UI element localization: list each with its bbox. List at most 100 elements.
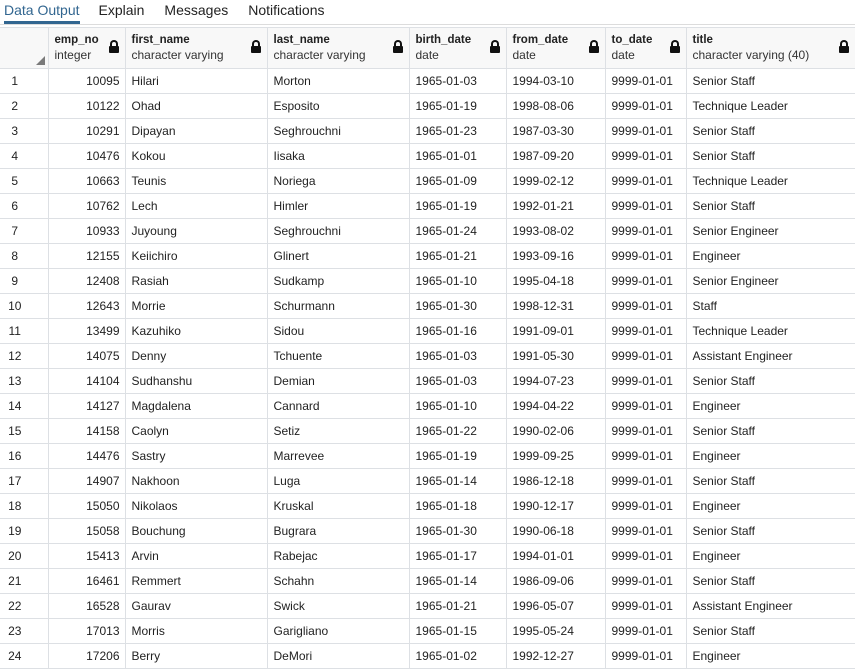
from-date-cell[interactable]: 1987-09-20 bbox=[506, 143, 606, 169]
from-date-cell[interactable]: 1990-02-06 bbox=[506, 418, 606, 444]
to-date-cell[interactable]: 9999-01-01 bbox=[605, 418, 687, 444]
last-name-cell[interactable]: Tchuente bbox=[267, 343, 410, 369]
table-row[interactable]: 16 14476 Sastry Marrevee 1965-01-19 1999-09-2… bbox=[0, 443, 855, 469]
birth-date-cell[interactable]: 1965-01-21 bbox=[409, 593, 507, 619]
row-number[interactable]: 21 bbox=[0, 568, 49, 594]
emp-no-cell[interactable]: 13499 bbox=[48, 318, 126, 344]
birth-date-cell[interactable]: 1965-01-21 bbox=[409, 243, 507, 269]
to-date-cell[interactable]: 9999-01-01 bbox=[605, 443, 687, 469]
title-cell[interactable]: Senior Staff bbox=[686, 68, 855, 94]
to-date-cell[interactable]: 9999-01-01 bbox=[605, 268, 687, 294]
emp-no-cell[interactable]: 10933 bbox=[48, 218, 126, 244]
birth-date-cell[interactable]: 1965-01-03 bbox=[409, 343, 507, 369]
from-date-cell[interactable]: 1986-09-06 bbox=[506, 568, 606, 594]
birth-date-cell[interactable]: 1965-01-19 bbox=[409, 193, 507, 219]
title-cell[interactable]: Technique Leader bbox=[686, 318, 855, 344]
birth-date-cell[interactable]: 1965-01-03 bbox=[409, 68, 507, 94]
table-row[interactable]: 12 14075 Denny Tchuente 1965-01-03 1991-05-30… bbox=[0, 343, 855, 369]
birth-date-cell[interactable]: 1965-01-14 bbox=[409, 468, 507, 494]
first-name-cell[interactable]: Keiichiro bbox=[125, 243, 268, 269]
table-row[interactable]: 13 14104 Sudhanshu Demian 1965-01-03 1994-07-… bbox=[0, 368, 855, 394]
title-cell[interactable]: Staff bbox=[686, 293, 855, 319]
birth-date-cell[interactable]: 1965-01-18 bbox=[409, 493, 507, 519]
to-date-cell[interactable]: 9999-01-01 bbox=[605, 368, 687, 394]
title-cell[interactable]: Senior Staff bbox=[686, 418, 855, 444]
birth-date-cell[interactable]: 1965-01-01 bbox=[409, 143, 507, 169]
from-date-cell[interactable]: 1994-01-01 bbox=[506, 543, 606, 569]
row-number[interactable]: 18 bbox=[0, 493, 49, 519]
emp-no-cell[interactable]: 14104 bbox=[48, 368, 126, 394]
emp-no-cell[interactable]: 10663 bbox=[48, 168, 126, 194]
to-date-cell[interactable]: 9999-01-01 bbox=[605, 643, 687, 669]
table-row[interactable]: 22 16528 Gaurav Swick 1965-01-21 1996-05-07 99… bbox=[0, 593, 855, 619]
from-date-cell[interactable]: 1990-12-17 bbox=[506, 493, 606, 519]
from-date-cell[interactable]: 1999-02-12 bbox=[506, 168, 606, 194]
column-header-last-name[interactable]: last_name character varying bbox=[267, 27, 410, 69]
emp-no-cell[interactable]: 10095 bbox=[48, 68, 126, 94]
last-name-cell[interactable]: Noriega bbox=[267, 168, 410, 194]
birth-date-cell[interactable]: 1965-01-23 bbox=[409, 118, 507, 144]
first-name-cell[interactable]: Caolyn bbox=[125, 418, 268, 444]
last-name-cell[interactable]: Cannard bbox=[267, 393, 410, 419]
birth-date-cell[interactable]: 1965-01-02 bbox=[409, 643, 507, 669]
table-row[interactable]: 4 10476 Kokou Iisaka 1965-01-01 1987-09-20 999… bbox=[0, 143, 855, 169]
emp-no-cell[interactable]: 16461 bbox=[48, 568, 126, 594]
to-date-cell[interactable]: 9999-01-01 bbox=[605, 218, 687, 244]
last-name-cell[interactable]: Garigliano bbox=[267, 618, 410, 644]
from-date-cell[interactable]: 1998-12-31 bbox=[506, 293, 606, 319]
title-cell[interactable]: Senior Staff bbox=[686, 518, 855, 544]
column-header-birth-date[interactable]: birth_date date bbox=[409, 27, 507, 69]
to-date-cell[interactable]: 9999-01-01 bbox=[605, 243, 687, 269]
table-row[interactable]: 9 12408 Rasiah Sudkamp 1965-01-10 1995-04-18 9… bbox=[0, 268, 855, 294]
birth-date-cell[interactable]: 1965-01-10 bbox=[409, 393, 507, 419]
table-row[interactable]: 2 10122 Ohad Esposito 1965-01-19 1998-08-06 99… bbox=[0, 93, 855, 119]
row-number[interactable]: 14 bbox=[0, 393, 49, 419]
tab-notifications[interactable]: Notifications bbox=[248, 2, 325, 18]
title-cell[interactable]: Senior Engineer bbox=[686, 218, 855, 244]
row-number[interactable]: 20 bbox=[0, 543, 49, 569]
title-cell[interactable]: Engineer bbox=[686, 643, 855, 669]
title-cell[interactable]: Engineer bbox=[686, 443, 855, 469]
table-row[interactable]: 24 17206 Berry DeMori 1965-01-02 1992-12-27 99… bbox=[0, 643, 855, 669]
title-cell[interactable]: Senior Staff bbox=[686, 468, 855, 494]
title-cell[interactable]: Senior Engineer bbox=[686, 268, 855, 294]
title-cell[interactable]: Assistant Engineer bbox=[686, 593, 855, 619]
first-name-cell[interactable]: Kokou bbox=[125, 143, 268, 169]
from-date-cell[interactable]: 1990-06-18 bbox=[506, 518, 606, 544]
row-number[interactable]: 17 bbox=[0, 468, 49, 494]
first-name-cell[interactable]: Morris bbox=[125, 618, 268, 644]
to-date-cell[interactable]: 9999-01-01 bbox=[605, 468, 687, 494]
emp-no-cell[interactable]: 14158 bbox=[48, 418, 126, 444]
birth-date-cell[interactable]: 1965-01-30 bbox=[409, 518, 507, 544]
table-row[interactable]: 10 12643 Morrie Schurmann 1965-01-30 1998-12-… bbox=[0, 293, 855, 319]
title-cell[interactable]: Technique Leader bbox=[686, 93, 855, 119]
last-name-cell[interactable]: Seghrouchni bbox=[267, 118, 410, 144]
last-name-cell[interactable]: Sudkamp bbox=[267, 268, 410, 294]
title-cell[interactable]: Engineer bbox=[686, 543, 855, 569]
birth-date-cell[interactable]: 1965-01-16 bbox=[409, 318, 507, 344]
emp-no-cell[interactable]: 15413 bbox=[48, 543, 126, 569]
row-number[interactable]: 1 bbox=[0, 68, 49, 94]
last-name-cell[interactable]: Demian bbox=[267, 368, 410, 394]
first-name-cell[interactable]: Nakhoon bbox=[125, 468, 268, 494]
from-date-cell[interactable]: 1992-01-21 bbox=[506, 193, 606, 219]
table-row[interactable]: 17 14907 Nakhoon Luga 1965-01-14 1986-12-18 99… bbox=[0, 468, 855, 494]
title-cell[interactable]: Senior Staff bbox=[686, 193, 855, 219]
from-date-cell[interactable]: 1994-04-22 bbox=[506, 393, 606, 419]
title-cell[interactable]: Engineer bbox=[686, 393, 855, 419]
to-date-cell[interactable]: 9999-01-01 bbox=[605, 568, 687, 594]
table-row[interactable]: 19 15058 Bouchung Bugrara 1965-01-30 1990-06-… bbox=[0, 518, 855, 544]
emp-no-cell[interactable]: 15058 bbox=[48, 518, 126, 544]
to-date-cell[interactable]: 9999-01-01 bbox=[605, 293, 687, 319]
birth-date-cell[interactable]: 1965-01-09 bbox=[409, 168, 507, 194]
row-number[interactable]: 6 bbox=[0, 193, 49, 219]
to-date-cell[interactable]: 9999-01-01 bbox=[605, 68, 687, 94]
row-number[interactable]: 10 bbox=[0, 293, 49, 319]
to-date-cell[interactable]: 9999-01-01 bbox=[605, 343, 687, 369]
from-date-cell[interactable]: 1996-05-07 bbox=[506, 593, 606, 619]
row-number[interactable]: 5 bbox=[0, 168, 49, 194]
row-number[interactable]: 23 bbox=[0, 618, 49, 644]
birth-date-cell[interactable]: 1965-01-22 bbox=[409, 418, 507, 444]
first-name-cell[interactable]: Hilari bbox=[125, 68, 268, 94]
to-date-cell[interactable]: 9999-01-01 bbox=[605, 318, 687, 344]
